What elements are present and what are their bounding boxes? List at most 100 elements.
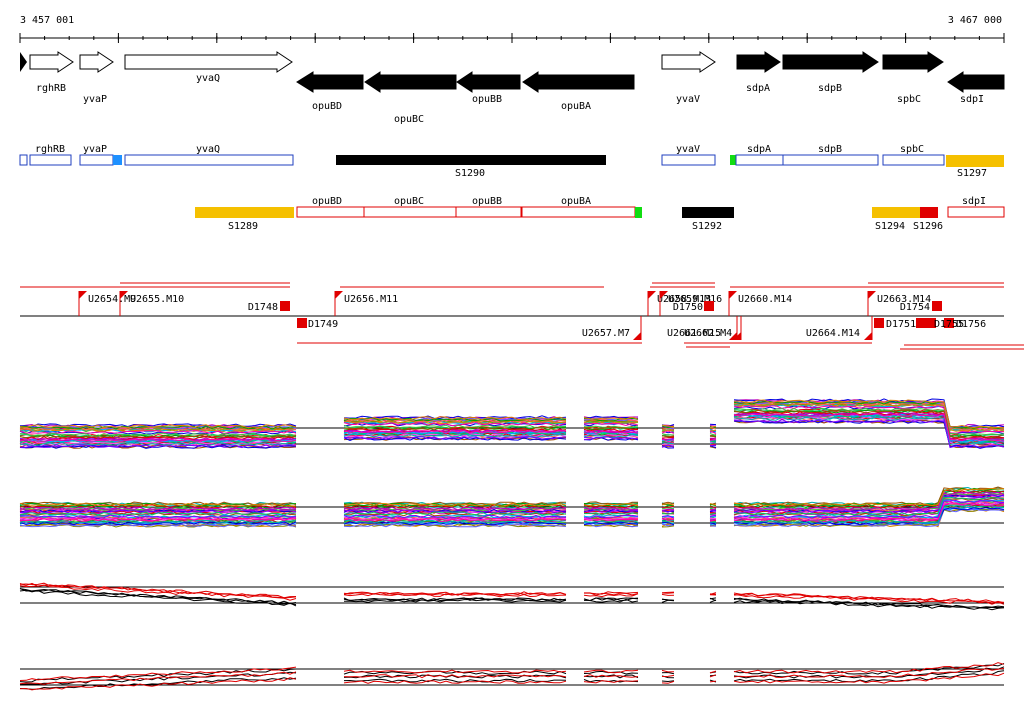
segment-label-rghRB: rghRB (35, 144, 65, 155)
segment-S1292[interactable] (682, 207, 734, 218)
downshift-box[interactable] (916, 318, 936, 328)
feature-label-D1756: D1756 (956, 319, 986, 330)
segment-label-spbC: spbC (900, 144, 924, 155)
gene-arrow-sdpA[interactable] (736, 51, 781, 73)
segment-rghRB[interactable] (29, 154, 72, 166)
coord-start: 3 457 001 (20, 15, 74, 26)
segment-yvaP[interactable] (79, 154, 114, 166)
expression-track-minus-pair (19, 662, 1005, 691)
gene-label-sdpA: sdpA (746, 83, 770, 94)
segment-label-S1289: S1289 (228, 221, 258, 232)
partial-gene-marker[interactable] (20, 52, 27, 72)
feature-label-U2659: U2659.M16 (668, 294, 722, 305)
downshift-flag[interactable] (633, 332, 641, 340)
gene-arrow-opuBB[interactable] (456, 71, 521, 93)
segment-opuBC[interactable] (363, 206, 457, 218)
gene-arrow-yvaP[interactable] (79, 51, 114, 73)
downshift-flag[interactable] (733, 332, 741, 340)
gene-arrow-rghRB[interactable] (29, 51, 74, 73)
segment-label-sdpI: sdpI (962, 196, 986, 207)
gene-arrow-sdpI[interactable] (947, 71, 1005, 93)
segment-S1294[interactable] (872, 207, 920, 218)
segment-label-S1297: S1297 (957, 168, 987, 179)
gene-arrow-sdpB[interactable] (782, 51, 879, 73)
gene-label-yvaV: yvaV (676, 94, 700, 105)
upshift-flag[interactable] (868, 291, 876, 299)
downshift-box[interactable] (280, 301, 290, 311)
downshift-box[interactable] (944, 318, 954, 328)
gene-arrow-opuBC[interactable] (364, 71, 457, 93)
gene-label-sdpI: sdpI (960, 94, 984, 105)
segment-small-blue[interactable] (19, 154, 28, 166)
segment-label-yvaP: yvaP (83, 144, 107, 155)
segment-label-S1294: S1294 (875, 221, 905, 232)
downshift-box[interactable] (874, 318, 884, 328)
segment-label-sdpB: sdpB (818, 144, 842, 155)
gene-label-rghRB: rghRB (36, 83, 66, 94)
gene-arrow-opuBD[interactable] (296, 71, 364, 93)
gene-label-spbC: spbC (897, 94, 921, 105)
segment-opuBD[interactable] (296, 206, 365, 218)
segment-yvaP-end[interactable] (113, 155, 122, 165)
segment-green-marker-plus[interactable] (730, 155, 736, 165)
segment-label-yvaV: yvaV (676, 144, 700, 155)
feature-label-D1755: D1755 (934, 319, 964, 330)
segment-label-opuBC: opuBC (394, 196, 424, 207)
gene-label-opuBD: opuBD (312, 101, 342, 112)
segment-S1296[interactable] (920, 207, 938, 218)
feature-label-U2658: U2658.M13 (657, 294, 711, 305)
segment-sdpI[interactable] (947, 206, 1005, 218)
gene-label-opuBA: opuBA (561, 101, 591, 112)
segment-label-S1292: S1292 (692, 221, 722, 232)
feature-label-U2654: U2654.M9 (88, 294, 136, 305)
segment-yvaQ[interactable] (124, 154, 294, 166)
segment-label-opuBD: opuBD (312, 196, 342, 207)
segment-label-opuBA: opuBA (561, 196, 591, 207)
segment-S1297[interactable] (946, 155, 1004, 167)
feature-label-U2656: U2656.M11 (344, 294, 398, 305)
gene-track: rghRB yvaP yvaQ opuBD opuBC opuBB opuBA … (20, 51, 1005, 125)
gene-arrow-yvaQ[interactable] (124, 51, 293, 73)
segment-track-plus: rghRB yvaP yvaQ S1290 yvaV sdpA sdpB spb… (19, 144, 1004, 179)
upshift-flag[interactable] (648, 291, 656, 299)
gene-arrow-opuBA[interactable] (522, 71, 635, 93)
segment-yvaV[interactable] (661, 154, 716, 166)
segment-green-marker-minus[interactable] (635, 207, 642, 218)
gene-label-opuBB: opuBB (472, 94, 502, 105)
downshift-box[interactable] (297, 318, 307, 328)
upshift-flag[interactable] (120, 291, 128, 299)
gene-arrow-yvaV[interactable] (661, 51, 716, 73)
segment-opuBA[interactable] (521, 206, 636, 218)
upshift-flag[interactable] (729, 291, 737, 299)
segment-label-S1290: S1290 (455, 168, 485, 179)
downshift-box[interactable] (932, 301, 942, 311)
gene-arrow-spbC[interactable] (882, 51, 944, 73)
feature-label-D1749: D1749 (308, 319, 338, 330)
segment-S1289[interactable] (195, 207, 294, 218)
coord-end: 3 467 000 (948, 15, 1002, 26)
feature-label-D1751: D1751 (886, 319, 916, 330)
feature-label-U2664: U2664.M14 (806, 328, 860, 339)
downshift-flag[interactable] (864, 332, 872, 340)
upshift-flag[interactable] (79, 291, 87, 299)
segment-spbC[interactable] (882, 154, 945, 166)
feature-label-U2661: U2661.M15 (667, 328, 721, 339)
upshift-flag[interactable] (660, 291, 668, 299)
feature-label-U2660: U2660.M14 (738, 294, 792, 305)
segment-S1290[interactable] (336, 155, 606, 165)
segment-label-S1296: S1296 (913, 221, 943, 232)
upshift-flag[interactable] (335, 291, 343, 299)
feature-label-U2663: U2663.M14 (877, 294, 931, 305)
expression-track-plus-pair (19, 582, 1005, 611)
gene-label-sdpB: sdpB (818, 83, 842, 94)
downshift-box[interactable] (704, 301, 714, 311)
segment-opuBB[interactable] (455, 206, 522, 218)
segment-sdpA[interactable] (735, 154, 784, 166)
expression-track-plus-multi (19, 398, 1005, 449)
expression-track-minus-multi (19, 486, 1005, 528)
segment-sdpB[interactable] (782, 154, 879, 166)
gene-label-opuBC: opuBC (394, 114, 424, 125)
gene-label-yvaQ: yvaQ (196, 73, 220, 84)
feature-label-U2655: U2655.M10 (130, 294, 184, 305)
